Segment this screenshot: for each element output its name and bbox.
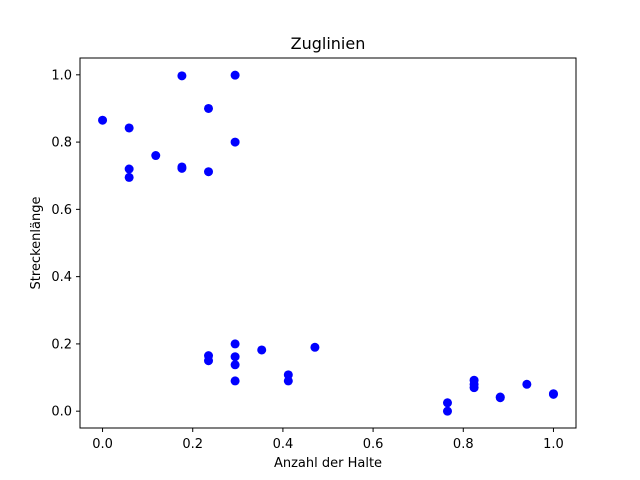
- data-point: [98, 115, 108, 125]
- x-tick-label: 0.0: [92, 437, 113, 452]
- x-tick-label: 0.2: [182, 437, 203, 452]
- x-axis-label: Anzahl der Halte: [274, 456, 382, 471]
- x-tick-label: 0.4: [273, 437, 294, 452]
- data-point: [310, 342, 320, 352]
- y-axis-label: Streckenlänge: [29, 197, 44, 290]
- data-point: [522, 379, 532, 389]
- data-points: [98, 70, 558, 416]
- data-point: [257, 345, 267, 355]
- data-point: [230, 376, 240, 386]
- y-tick-label: 0.6: [51, 203, 72, 218]
- data-point: [283, 376, 293, 386]
- x-tick-label: 0.6: [363, 437, 384, 452]
- data-point: [151, 151, 161, 161]
- y-tick-label: 0.4: [51, 270, 72, 285]
- data-point: [124, 164, 134, 174]
- y-tick-label: 0.0: [51, 405, 72, 420]
- data-point: [124, 172, 134, 182]
- data-point: [230, 339, 240, 349]
- plot-area: [79, 57, 577, 429]
- y-axis: 0.0 0.2 0.4 0.6 0.8 1.0: [51, 68, 80, 420]
- data-point: [548, 389, 558, 399]
- data-point: [204, 356, 214, 366]
- plot-frame: [79, 57, 577, 429]
- data-point: [230, 360, 240, 370]
- data-point: [442, 398, 452, 408]
- data-point: [230, 137, 240, 147]
- data-point: [177, 163, 187, 173]
- data-point: [469, 383, 479, 393]
- data-point: [442, 406, 452, 416]
- x-tick-label: 0.8: [453, 437, 474, 452]
- plot-background: [80, 58, 576, 428]
- data-point: [230, 352, 240, 362]
- x-axis: 0.0 0.2 0.4 0.6 0.8 1.0: [92, 428, 564, 452]
- data-point: [204, 167, 214, 177]
- data-point: [177, 71, 187, 81]
- chart-title: Zuglinien: [291, 34, 366, 53]
- y-tick-label: 0.2: [51, 337, 72, 352]
- y-tick-label: 1.0: [51, 68, 72, 83]
- data-point: [124, 123, 134, 133]
- y-tick-label: 0.8: [51, 136, 72, 151]
- x-tick-label: 1.0: [543, 437, 564, 452]
- data-point: [204, 103, 214, 113]
- data-point: [230, 70, 240, 80]
- data-point: [495, 393, 505, 403]
